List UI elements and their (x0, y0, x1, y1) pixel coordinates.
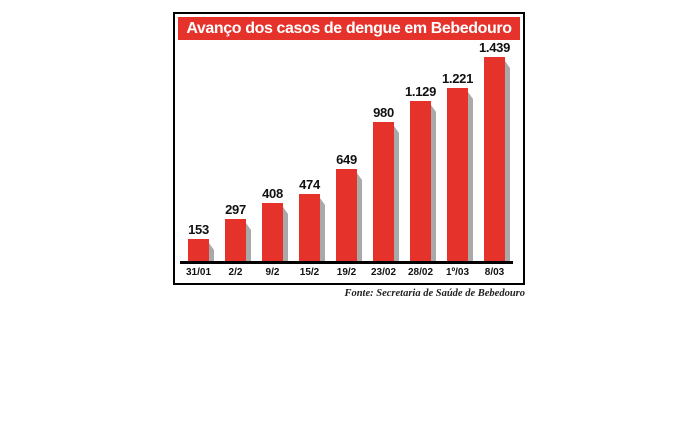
bar-column: 297 (217, 40, 254, 261)
bar-value-label: 474 (299, 177, 320, 192)
bar-value-label: 408 (262, 186, 283, 201)
x-axis-label: 9/2 (265, 267, 280, 278)
bar (336, 169, 362, 261)
bar (262, 203, 288, 261)
bar-fill (225, 219, 246, 261)
bar-fill (410, 101, 431, 261)
bar (225, 219, 251, 261)
bar-value-label: 1.439 (478, 40, 511, 55)
bar-shadow (468, 92, 473, 261)
x-axis-labels: 31/01 2/2 9/2 15/2 19/2 23/02 28/02 1º/03 8/03 (180, 267, 513, 278)
bar (447, 88, 473, 261)
x-axis-label: 8/03 (484, 267, 505, 278)
x-axis-label: 15/2 (299, 267, 320, 278)
x-axis-label: 28/02 (407, 267, 434, 278)
bar-column: 980 (365, 40, 402, 261)
bar-value-label: 649 (336, 152, 357, 167)
x-axis-label: 19/2 (336, 267, 357, 278)
bar-fill (373, 122, 394, 261)
chart-title: Avanço dos casos de dengue em Bebedouro (186, 20, 512, 37)
bar-fill (484, 57, 505, 261)
bar-shadow (357, 173, 362, 261)
bar (373, 122, 399, 261)
bar-fill (447, 88, 468, 261)
x-axis-line (180, 261, 513, 264)
x-axis-label: 31/01 (185, 267, 212, 278)
bar-column: 153 (180, 40, 217, 261)
x-axis-label: 2/2 (228, 267, 243, 278)
bar (188, 239, 214, 261)
bar (299, 194, 325, 261)
bar-shadow (394, 126, 399, 261)
bar-shadow (505, 61, 510, 261)
bar-column: 408 (254, 40, 291, 261)
bar-fill (336, 169, 357, 261)
bar-column: 474 (291, 40, 328, 261)
bar-shadow (283, 207, 288, 261)
bar-shadow (209, 243, 214, 261)
x-axis-label: 1º/03 (445, 267, 470, 278)
bar-value-label: 980 (373, 105, 394, 120)
bar-fill (188, 239, 209, 261)
plot-area: 153 297 408 474 649 980 1.129 1.221 1.439 (180, 40, 513, 261)
bar-column: 649 (328, 40, 365, 261)
bar-fill (299, 194, 320, 261)
bar-shadow (431, 105, 436, 261)
source-note: Fonte: Secretaria de Saúde de Bebedouro (344, 288, 525, 299)
bar (484, 57, 510, 261)
bar-column: 1.221 (439, 40, 476, 261)
bar (410, 101, 436, 261)
bar-value-label: 297 (225, 202, 246, 217)
x-axis-label: 23/02 (370, 267, 397, 278)
bar-fill (262, 203, 283, 261)
chart-title-bar: Avanço dos casos de dengue em Bebedouro (178, 17, 520, 40)
bar-shadow (320, 198, 325, 261)
bar-value-label: 1.129 (404, 84, 437, 99)
bar-value-label: 1.221 (441, 71, 474, 86)
bar-value-label: 153 (188, 222, 209, 237)
bar-column: 1.439 (476, 40, 513, 261)
dengue-cases-chart: Avanço dos casos de dengue em Bebedouro … (173, 12, 525, 285)
bar-shadow (246, 223, 251, 261)
bar-column: 1.129 (402, 40, 439, 261)
